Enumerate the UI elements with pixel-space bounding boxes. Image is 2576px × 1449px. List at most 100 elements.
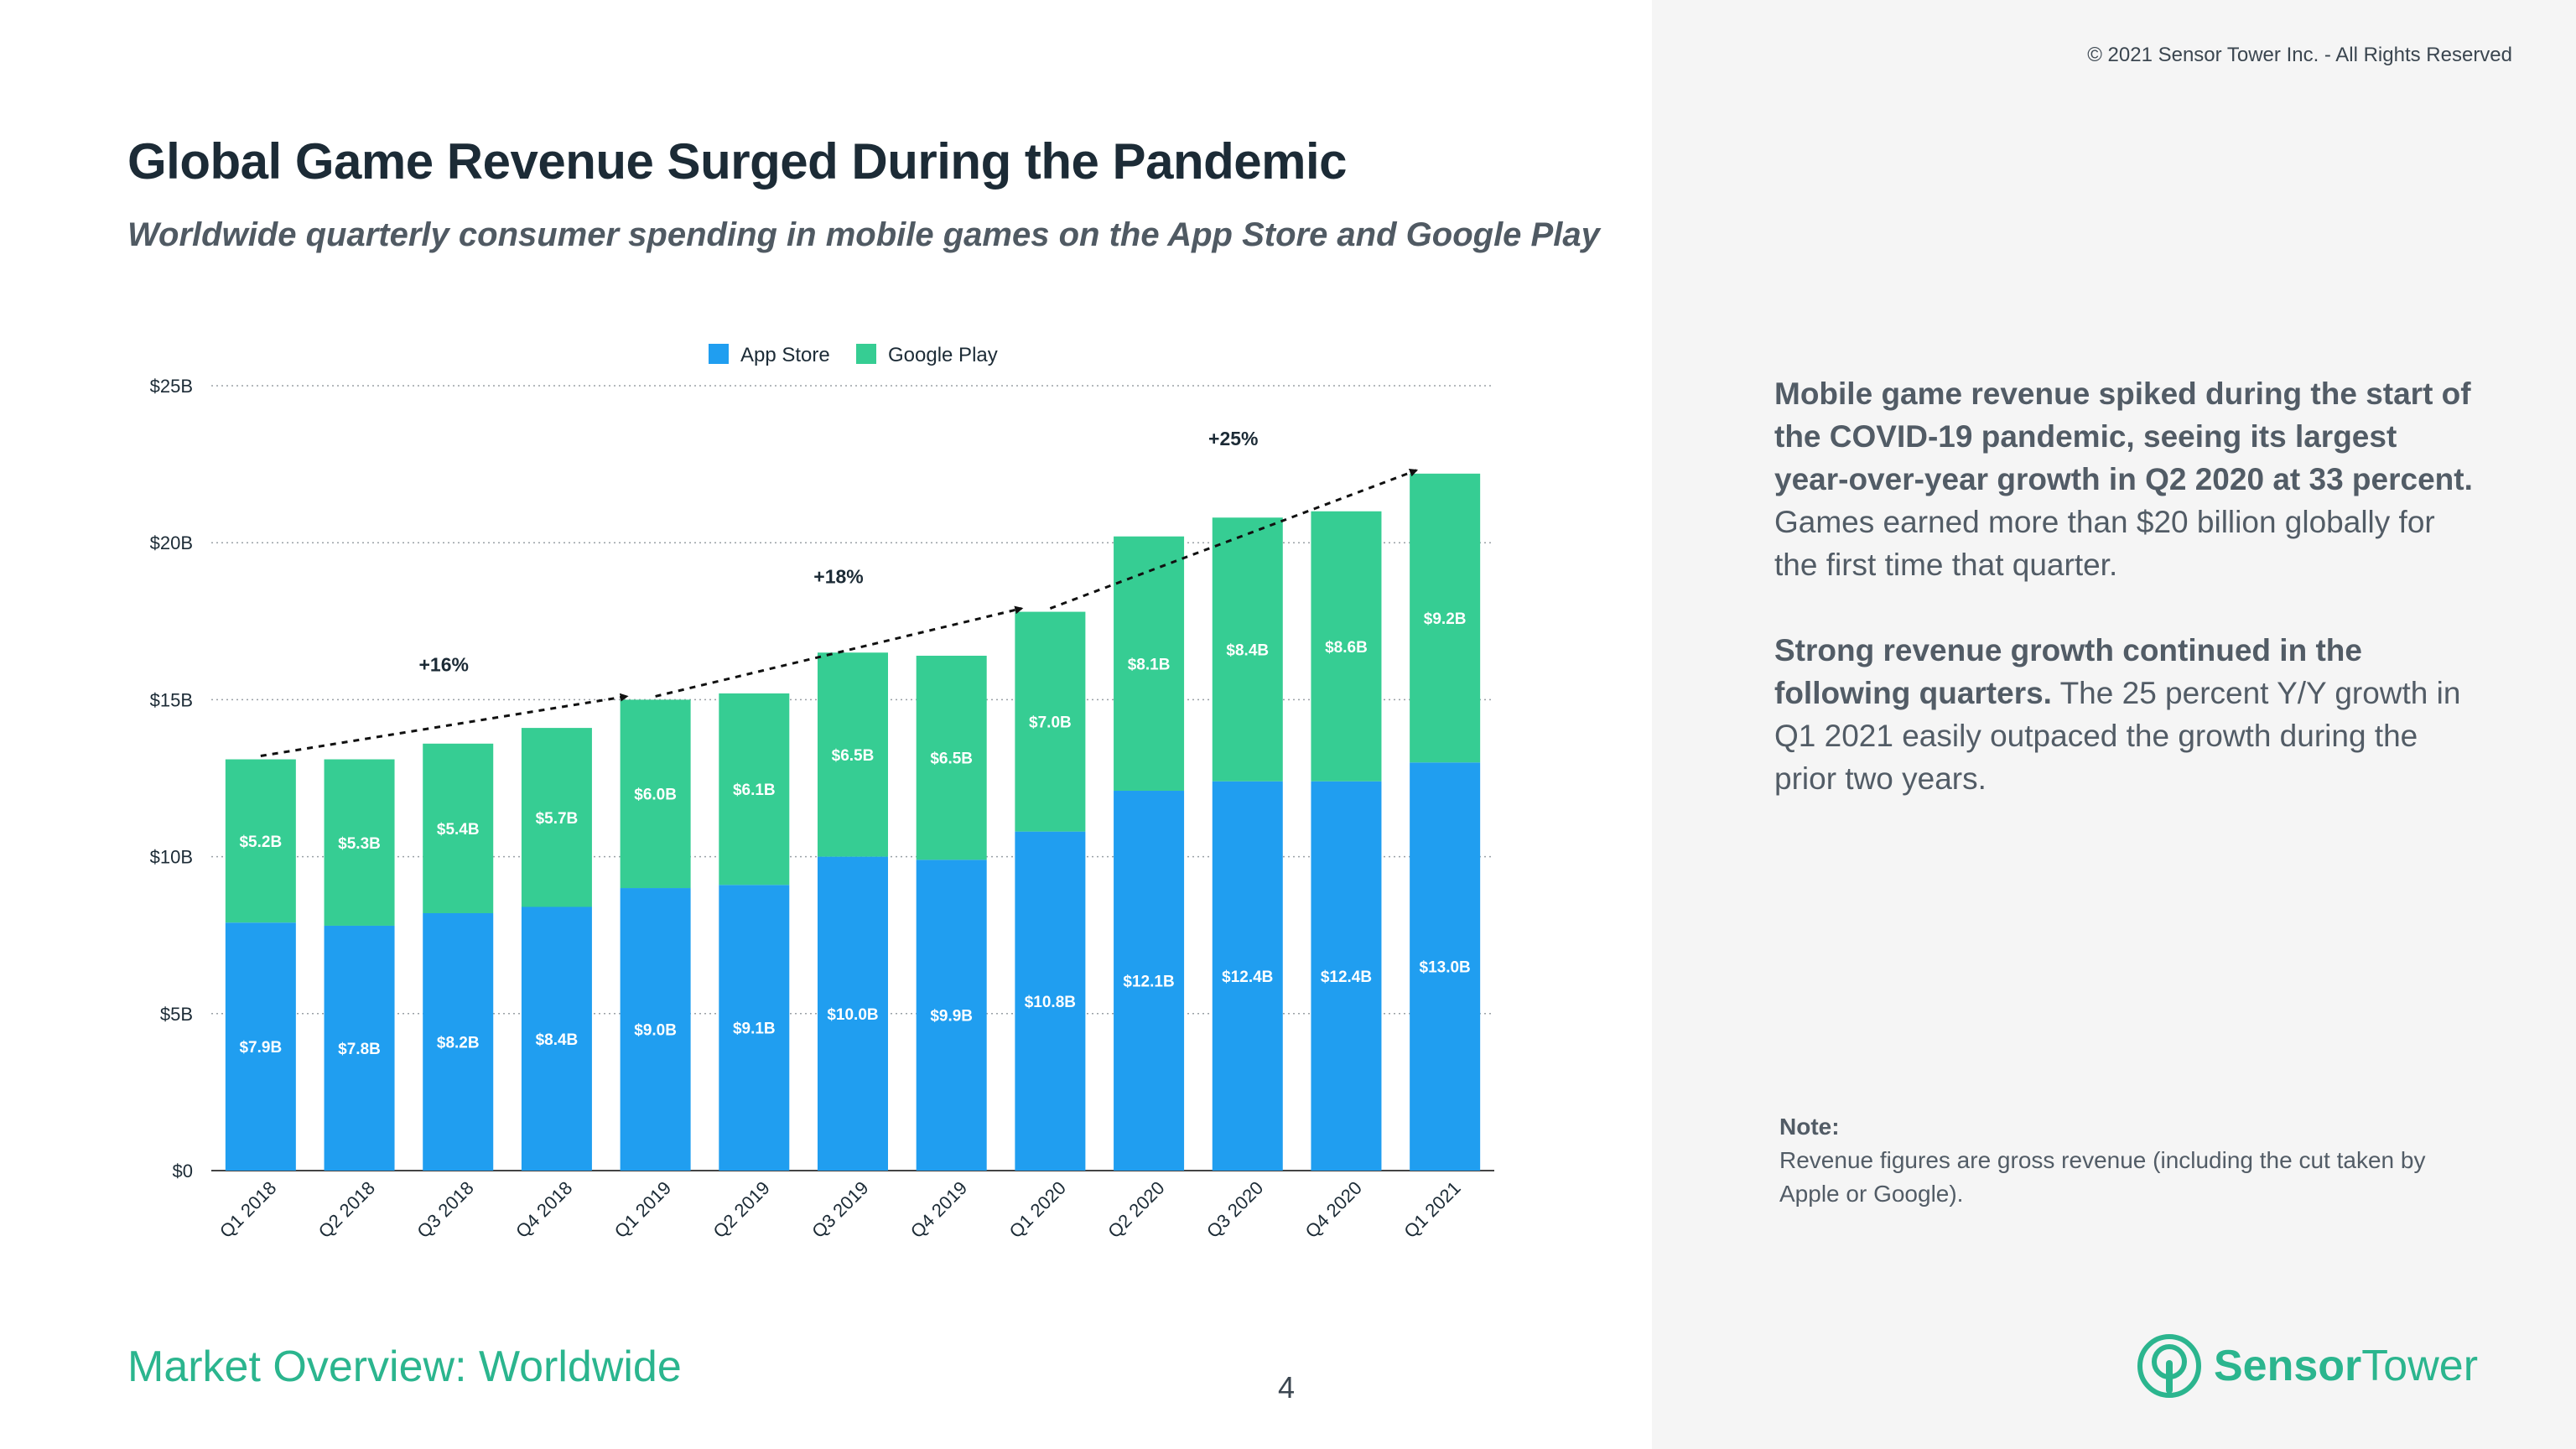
- bar-app-store: [1410, 762, 1481, 1171]
- commentary-2-text: The 25 percent Y/Y growth in Q1 2021 eas…: [1774, 676, 2461, 796]
- growth-label: +18%: [813, 566, 863, 588]
- y-tick-label: $20B: [150, 532, 193, 553]
- bar-google-play: [1114, 536, 1185, 791]
- data-label-app-store: $9.0B: [634, 1022, 677, 1040]
- x-tick-label: Q4 2019: [906, 1177, 971, 1242]
- y-tick-label: $25B: [150, 376, 193, 397]
- bar-app-store: [719, 885, 790, 1171]
- bar-google-play: [324, 759, 395, 926]
- bar-google-play: [818, 652, 888, 857]
- x-tick-label: Q2 2019: [709, 1177, 773, 1242]
- copyright-notice: © 2021 Sensor Tower Inc. - All Rights Re…: [2087, 44, 2512, 66]
- data-label-google-play: $5.4B: [437, 821, 480, 839]
- bar-app-store: [324, 925, 395, 1171]
- x-tick-label: Q2 2020: [1104, 1177, 1168, 1242]
- y-tick-label: $15B: [150, 689, 193, 710]
- data-label-app-store: $7.8B: [338, 1041, 381, 1058]
- data-label-google-play: $5.7B: [536, 810, 579, 828]
- x-tick-label: Q1 2018: [216, 1177, 280, 1242]
- y-tick-label: $10B: [150, 847, 193, 868]
- legend-label-app-store: App Store: [740, 344, 830, 366]
- bar-google-play: [225, 759, 296, 923]
- side-panel: [1652, 0, 2576, 1449]
- data-label-app-store: $8.2B: [437, 1034, 480, 1052]
- data-label-google-play: $8.6B: [1325, 639, 1368, 657]
- note: Note: Revenue figures are gross revenue …: [1779, 1110, 2467, 1211]
- growth-label: +25%: [1208, 428, 1258, 449]
- bar-app-store: [521, 906, 592, 1171]
- growth-arrow: [655, 605, 1024, 698]
- page-title: Global Game Revenue Surged During the Pa…: [127, 133, 1348, 190]
- data-label-google-play: $6.5B: [930, 750, 973, 768]
- page-number: 4: [1278, 1370, 1296, 1405]
- data-label-google-play: $6.5B: [832, 747, 875, 765]
- data-label-app-store: $10.0B: [827, 1006, 878, 1024]
- data-label-google-play: $6.0B: [634, 787, 677, 804]
- commentary-1-highlight: Mobile game revenue spiked during the st…: [1774, 377, 2473, 496]
- logo-word-sensor: Sensor: [2214, 1342, 2362, 1390]
- bar-app-store: [818, 856, 888, 1171]
- bar-google-play: [1410, 473, 1481, 763]
- bar-app-store: [620, 888, 691, 1171]
- bar-app-store: [1311, 781, 1382, 1171]
- y-tick-label: $5B: [160, 1004, 193, 1025]
- x-tick-label: Q4 2020: [1301, 1177, 1366, 1242]
- data-label-google-play: $5.3B: [338, 835, 381, 853]
- data-label-app-store: $8.4B: [536, 1031, 579, 1049]
- x-tick-label: Q3 2020: [1202, 1177, 1267, 1242]
- growth-arrow: [260, 693, 629, 758]
- data-label-google-play: $7.0B: [1029, 714, 1072, 732]
- data-label-app-store: $9.9B: [930, 1008, 973, 1026]
- bar-app-store: [423, 912, 494, 1171]
- legend-swatch-app-store: [709, 344, 729, 364]
- commentary-paragraph-1: Mobile game revenue spiked during the st…: [1774, 372, 2479, 586]
- x-tick-label: Q2 2018: [314, 1177, 379, 1242]
- y-tick-label: $0: [173, 1161, 193, 1182]
- bar-app-store: [916, 860, 987, 1171]
- x-tick-label: Q1 2019: [610, 1177, 675, 1242]
- logo-word-tower: Tower: [2361, 1342, 2479, 1390]
- bar-google-play: [423, 743, 494, 913]
- page-subtitle: Worldwide quarterly consumer spending in…: [127, 216, 1600, 253]
- bar-google-play: [1311, 511, 1382, 782]
- commentary-paragraph-2: Strong revenue growth continued in the f…: [1774, 629, 2479, 800]
- note-text: Revenue figures are gross revenue (inclu…: [1779, 1147, 2426, 1207]
- bar-google-play: [916, 655, 987, 860]
- data-label-app-store: $10.8B: [1025, 994, 1076, 1011]
- bar-google-play: [1212, 517, 1283, 782]
- x-tick-label: Q4 2018: [512, 1177, 576, 1242]
- data-label-google-play: $8.4B: [1226, 641, 1269, 659]
- data-label-app-store: $13.0B: [1420, 959, 1471, 977]
- bar-google-play: [1015, 611, 1086, 832]
- bar-app-store: [1114, 790, 1185, 1171]
- data-label-google-play: $9.2B: [1424, 610, 1467, 628]
- commentary-1-text: Games earned more than $20 billion globa…: [1774, 505, 2435, 582]
- sensor-tower-logo-icon: [2137, 1334, 2201, 1398]
- data-label-app-store: $7.9B: [239, 1039, 282, 1057]
- x-tick-label: Q3 2018: [413, 1177, 477, 1242]
- bar-google-play: [521, 728, 592, 907]
- legend-label-google-play: Google Play: [888, 344, 998, 366]
- data-label-google-play: $6.1B: [733, 782, 776, 799]
- x-tick-label: Q3 2019: [808, 1177, 872, 1242]
- bar-app-store: [225, 922, 296, 1171]
- revenue-chart: $0 $5B $10B $15B $20B $25B $7.9B $5.2B $7.8B $5.…: [150, 344, 1494, 1242]
- data-label-app-store: $12.4B: [1222, 969, 1273, 986]
- x-tick-label: Q1 2021: [1400, 1177, 1464, 1242]
- data-label-app-store: $9.1B: [733, 1021, 776, 1038]
- sensor-tower-logo: Sensor Tower: [2137, 1333, 2478, 1399]
- growth-label: +16%: [418, 653, 468, 675]
- commentary: Mobile game revenue spiked during the st…: [1774, 372, 2479, 843]
- data-label-app-store: $12.1B: [1123, 973, 1174, 990]
- legend-swatch-google-play: [856, 344, 876, 364]
- footer-section-title: Market Overview: Worldwide: [127, 1343, 682, 1391]
- data-label-app-store: $12.4B: [1321, 969, 1372, 986]
- bar-google-play: [620, 699, 691, 889]
- bar-google-play: [719, 693, 790, 886]
- bar-app-store: [1015, 831, 1086, 1171]
- x-tick-label: Q1 2020: [1005, 1177, 1070, 1242]
- commentary-2-highlight: Strong revenue growth continued in the f…: [1774, 633, 2362, 710]
- bar-app-store: [1212, 781, 1283, 1171]
- note-heading: Note:: [1779, 1114, 1840, 1140]
- data-label-google-play: $8.1B: [1128, 656, 1171, 673]
